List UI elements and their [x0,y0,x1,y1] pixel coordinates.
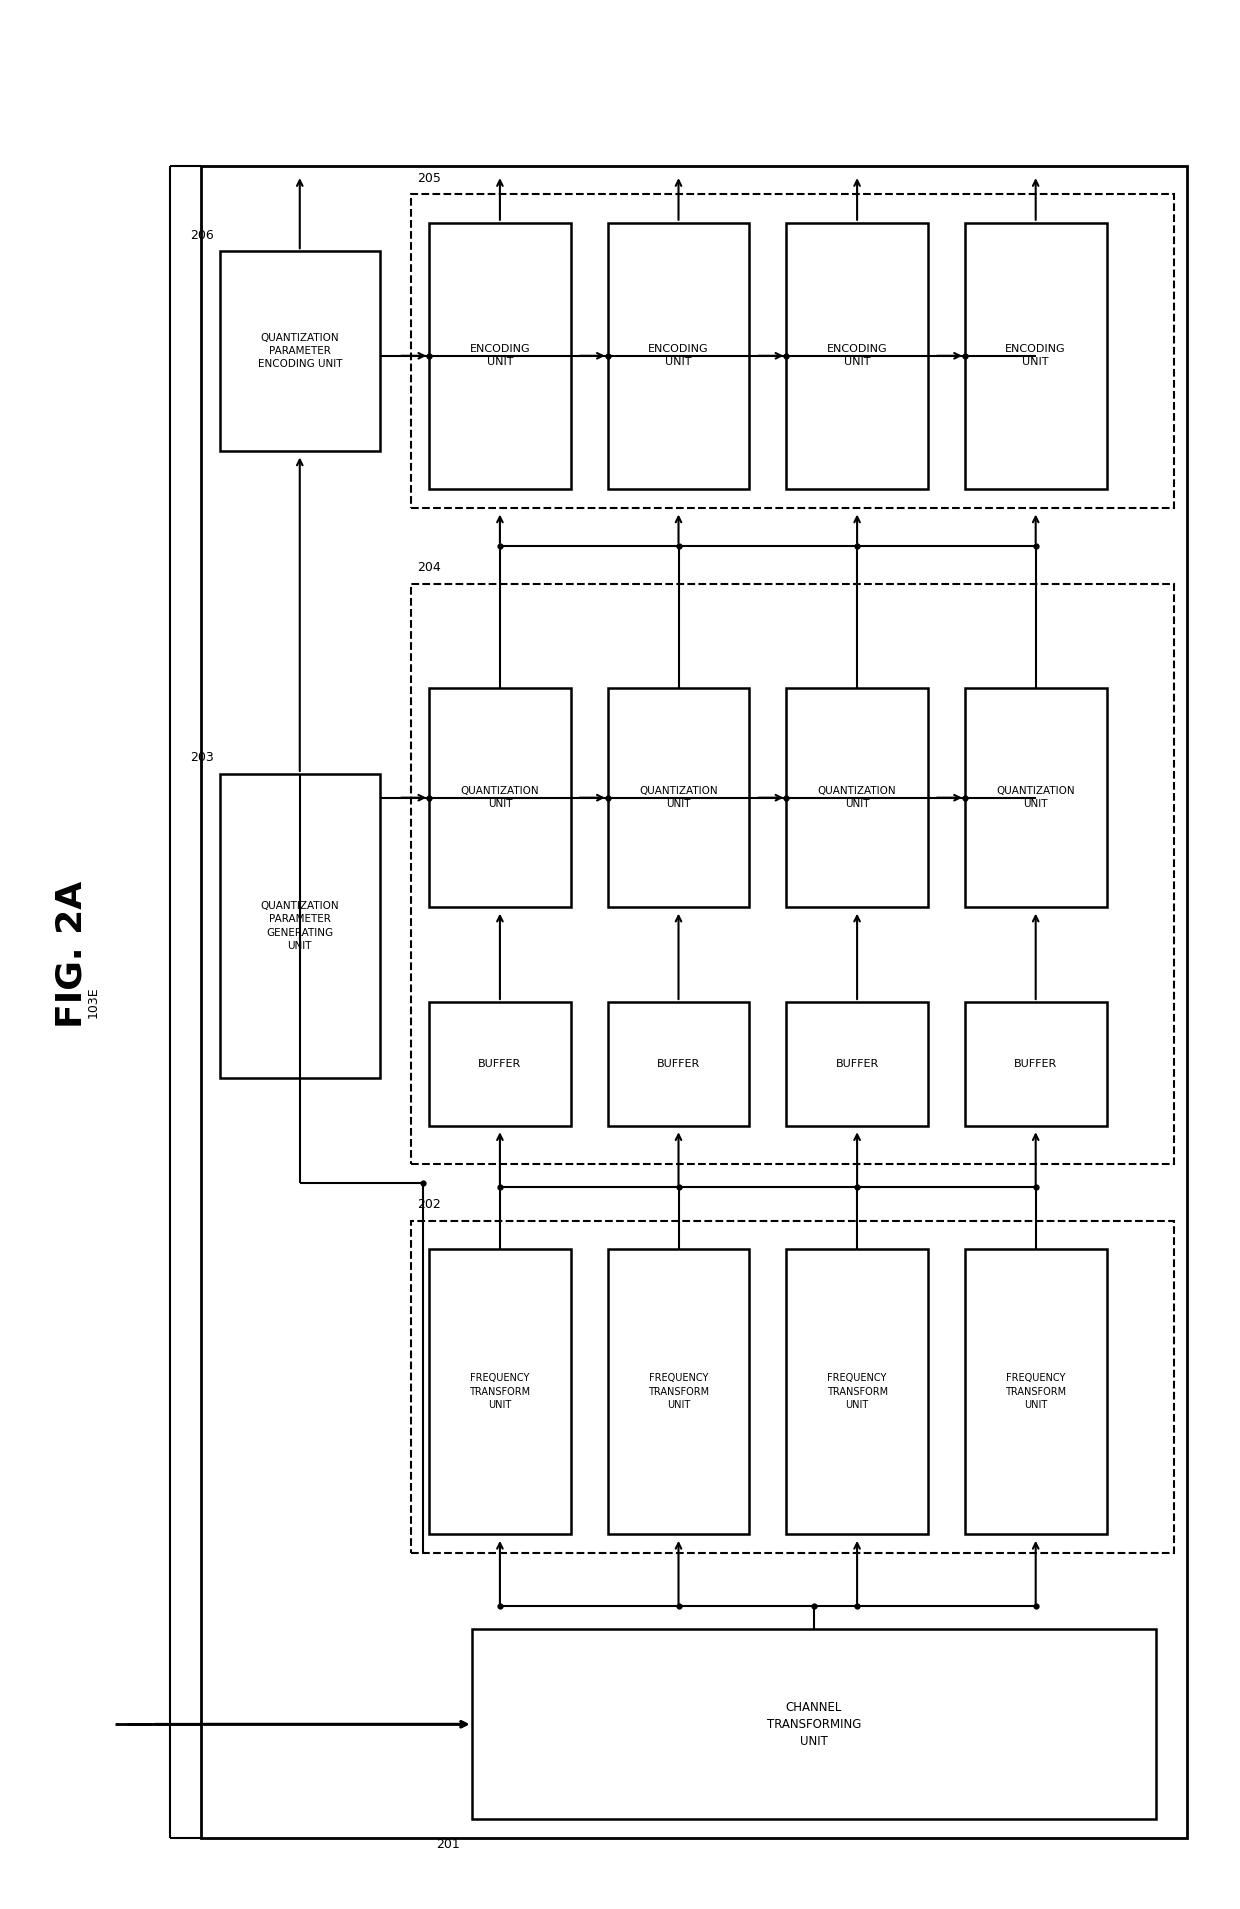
Text: QUANTIZATION
UNIT: QUANTIZATION UNIT [997,787,1075,809]
Text: BUFFER: BUFFER [657,1059,701,1069]
Text: FIG. 2A: FIG. 2A [55,880,89,1029]
Bar [429,1248,570,1535]
Bar [608,1002,749,1126]
Bar [786,223,928,489]
Bar [429,223,570,489]
Text: 204: 204 [417,561,440,575]
Text: BUFFER: BUFFER [479,1059,522,1069]
Text: FREQUENCY
TRANSFORM
UNIT: FREQUENCY TRANSFORM UNIT [470,1373,531,1411]
Text: QUANTIZATION
UNIT: QUANTIZATION UNIT [460,787,539,809]
Bar [410,195,1174,508]
Bar [965,1002,1106,1126]
Text: ENCODING
UNIT: ENCODING UNIT [649,344,709,367]
Text: CHANNEL
TRANSFORMING
UNIT: CHANNEL TRANSFORMING UNIT [766,1701,861,1749]
Text: QUANTIZATION
PARAMETER
GENERATING
UNIT: QUANTIZATION PARAMETER GENERATING UNIT [260,901,339,951]
Bar [429,1002,570,1126]
Text: 103E: 103E [87,987,99,1017]
Bar [965,1248,1106,1535]
Bar [608,1248,749,1535]
Text: FREQUENCY
TRANSFORM
UNIT: FREQUENCY TRANSFORM UNIT [827,1373,888,1411]
Text: ENCODING
UNIT: ENCODING UNIT [470,344,531,367]
Text: ENCODING
UNIT: ENCODING UNIT [827,344,888,367]
Bar [201,166,1187,1838]
Bar [965,223,1106,489]
Bar [410,1220,1174,1554]
Bar [429,689,570,907]
Text: QUANTIZATION
PARAMETER
ENCODING UNIT: QUANTIZATION PARAMETER ENCODING UNIT [258,332,342,368]
Text: 202: 202 [417,1199,440,1210]
Bar [786,1248,928,1535]
Text: 205: 205 [417,172,440,185]
Bar [608,223,749,489]
Text: 201: 201 [436,1838,460,1852]
Text: BUFFER: BUFFER [1014,1059,1058,1069]
Text: FREQUENCY
TRANSFORM
UNIT: FREQUENCY TRANSFORM UNIT [649,1373,709,1411]
Bar [410,584,1174,1164]
Text: 203: 203 [190,752,213,764]
Text: QUANTIZATION
UNIT: QUANTIZATION UNIT [818,787,897,809]
Bar [219,773,379,1079]
Bar [786,1002,928,1126]
Bar [786,689,928,907]
Text: ENCODING
UNIT: ENCODING UNIT [1006,344,1066,367]
Bar [219,252,379,451]
Text: BUFFER: BUFFER [836,1059,879,1069]
Text: FREQUENCY
TRANSFORM
UNIT: FREQUENCY TRANSFORM UNIT [1006,1373,1066,1411]
Text: 206: 206 [190,229,213,242]
Text: QUANTIZATION
UNIT: QUANTIZATION UNIT [639,787,718,809]
Bar [965,689,1106,907]
Bar [472,1628,1156,1819]
Bar [608,689,749,907]
